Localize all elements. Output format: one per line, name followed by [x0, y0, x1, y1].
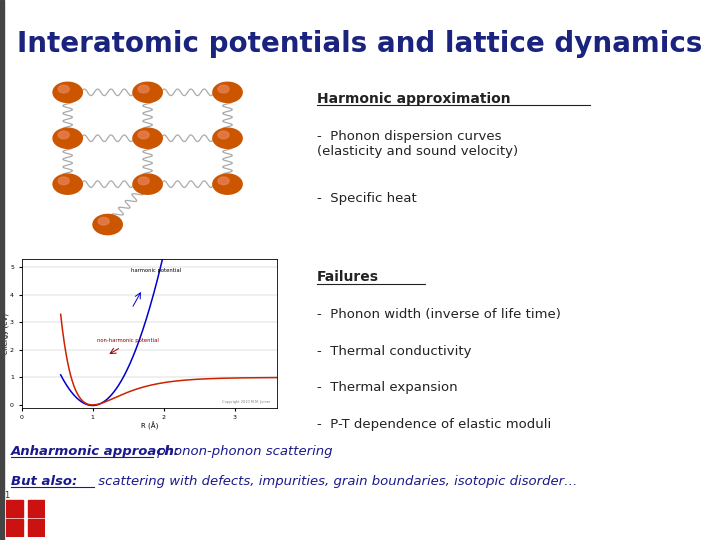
Circle shape: [213, 128, 242, 148]
Text: phonon-phonon scattering: phonon-phonon scattering: [153, 446, 333, 458]
Y-axis label: energy (eV): energy (eV): [2, 313, 9, 354]
Circle shape: [93, 214, 122, 234]
Text: 1: 1: [4, 491, 9, 501]
Circle shape: [53, 174, 82, 194]
Circle shape: [58, 85, 69, 93]
Circle shape: [133, 128, 162, 148]
Bar: [6, 500, 23, 517]
Circle shape: [133, 82, 162, 103]
Bar: [6, 518, 23, 536]
Text: scattering with defects, impurities, grain boundaries, isotopic disorder…: scattering with defects, impurities, gra…: [94, 475, 577, 488]
Circle shape: [218, 85, 229, 93]
Text: -  Specific heat: - Specific heat: [317, 192, 417, 205]
Circle shape: [218, 177, 229, 185]
Text: Failures: Failures: [317, 270, 379, 284]
Circle shape: [138, 131, 149, 139]
Text: non-harmonic potential: non-harmonic potential: [97, 338, 159, 343]
Circle shape: [213, 174, 242, 194]
Circle shape: [138, 85, 149, 93]
Text: -  P-T dependence of elastic moduli: - P-T dependence of elastic moduli: [317, 418, 551, 431]
Text: -  Thermal expansion: - Thermal expansion: [317, 381, 457, 394]
Circle shape: [53, 82, 82, 103]
Bar: [28, 500, 45, 517]
Circle shape: [58, 131, 69, 139]
X-axis label: R (Å): R (Å): [140, 422, 158, 430]
Circle shape: [53, 128, 82, 148]
Bar: [28, 518, 45, 536]
Text: -  Phonon width (inverse of life time): - Phonon width (inverse of life time): [317, 308, 561, 321]
Text: But also:: But also:: [11, 475, 77, 488]
Text: Anharmonic approach:: Anharmonic approach:: [11, 446, 180, 458]
Circle shape: [213, 82, 242, 103]
Text: -  Phonon dispersion curves
(elasticity and sound velocity): - Phonon dispersion curves (elasticity a…: [317, 130, 518, 158]
Circle shape: [133, 174, 162, 194]
Circle shape: [218, 131, 229, 139]
Text: Harmonic approximation: Harmonic approximation: [317, 92, 510, 106]
Text: Interatomic potentials and lattice dynamics: Interatomic potentials and lattice dynam…: [17, 30, 703, 58]
Text: D. Antonangeli: D. Antonangeli: [630, 513, 713, 523]
Text: MECMATPLA, March 17-23 2019, Montgenèvre FRANCE: MECMATPLA, March 17-23 2019, Montgenèvre…: [72, 512, 377, 523]
Circle shape: [138, 177, 149, 185]
Text: Copyright 2010 M.M. Joiner: Copyright 2010 M.M. Joiner: [222, 400, 270, 404]
Text: harmonic potential: harmonic potential: [132, 268, 181, 273]
Text: -  Thermal conductivity: - Thermal conductivity: [317, 345, 472, 357]
Circle shape: [58, 177, 69, 185]
Circle shape: [98, 218, 109, 225]
